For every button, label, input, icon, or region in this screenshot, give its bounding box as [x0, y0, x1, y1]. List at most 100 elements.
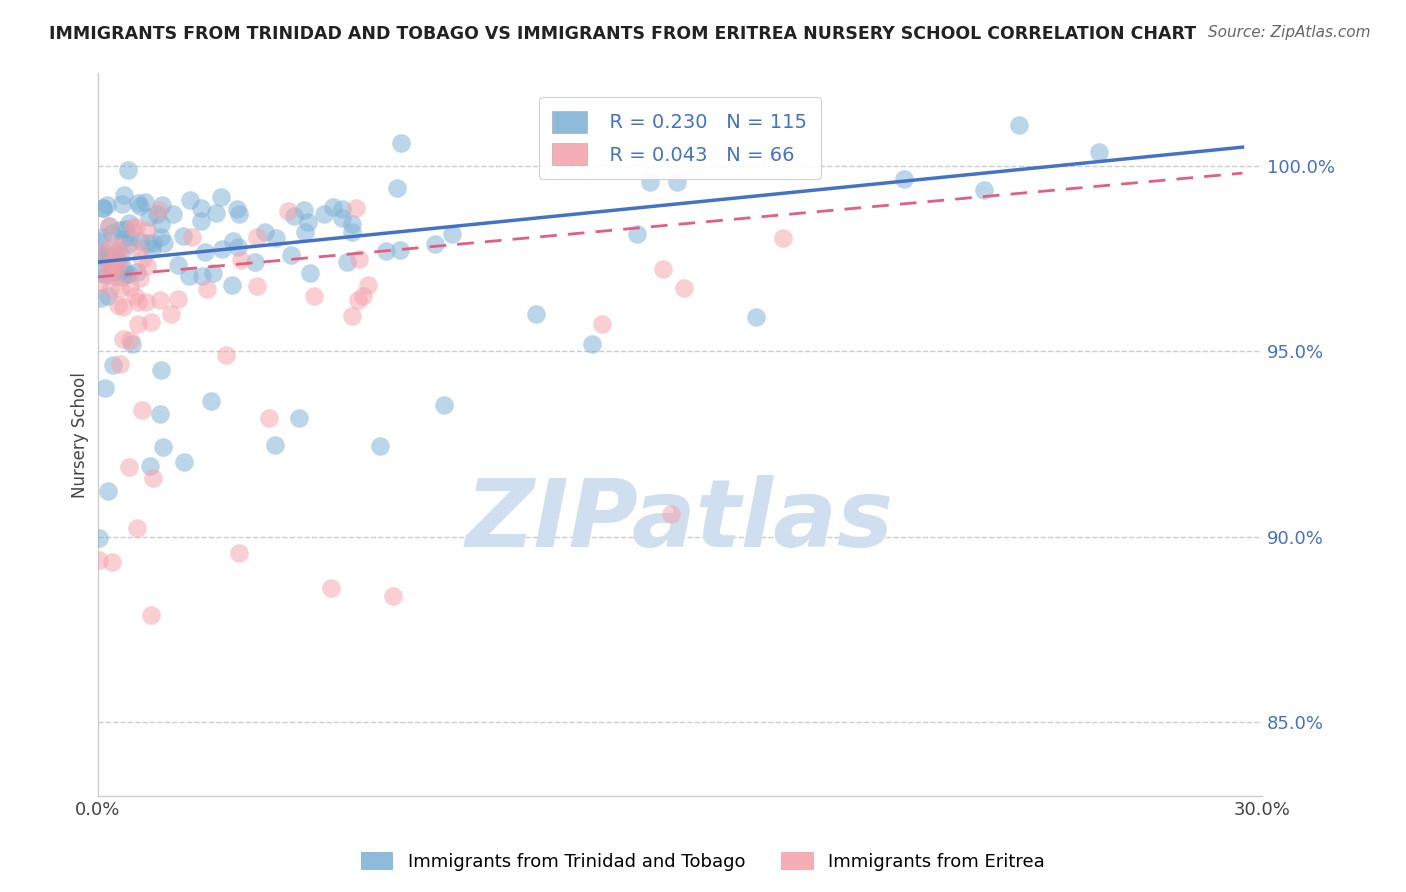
- Point: [280, 248, 302, 262]
- Point: [893, 171, 915, 186]
- Point: [98, 264, 121, 278]
- Text: Source: ZipAtlas.com: Source: ZipAtlas.com: [1208, 25, 1371, 40]
- Point: [127, 196, 149, 211]
- Point: [105, 245, 128, 260]
- Point: [228, 546, 250, 560]
- Point: [101, 265, 124, 279]
- Point: [110, 253, 132, 268]
- Point: [340, 310, 363, 324]
- Point: [382, 589, 405, 603]
- Point: [129, 234, 152, 248]
- Point: [148, 202, 170, 217]
- Point: [97, 289, 120, 303]
- Point: [277, 204, 299, 219]
- Point: [150, 217, 173, 231]
- Point: [201, 266, 224, 280]
- Point: [330, 211, 353, 226]
- Point: [145, 207, 167, 221]
- Point: [142, 471, 165, 485]
- Point: [118, 268, 141, 282]
- Point: [228, 206, 250, 220]
- Point: [665, 175, 688, 189]
- Point: [108, 281, 131, 295]
- Point: [97, 483, 120, 498]
- Point: [111, 300, 134, 314]
- Point: [108, 358, 131, 372]
- Point: [129, 199, 152, 213]
- Point: [107, 298, 129, 312]
- Point: [139, 608, 162, 623]
- Point: [204, 206, 226, 220]
- Point: [254, 225, 277, 239]
- Point: [166, 292, 188, 306]
- Point: [118, 333, 141, 347]
- Point: [138, 458, 160, 473]
- Point: [150, 362, 173, 376]
- Point: [368, 439, 391, 453]
- Point: [222, 234, 245, 248]
- Point: [112, 187, 135, 202]
- Point: [122, 219, 145, 234]
- Point: [340, 217, 363, 231]
- Point: [127, 242, 149, 256]
- Point: [298, 266, 321, 280]
- Point: [114, 221, 136, 235]
- Point: [87, 234, 110, 248]
- Point: [375, 244, 398, 258]
- Point: [322, 200, 344, 214]
- Point: [100, 238, 122, 252]
- Point: [135, 259, 157, 273]
- Point: [626, 227, 648, 241]
- Text: IMMIGRANTS FROM TRINIDAD AND TOBAGO VS IMMIGRANTS FROM ERITREA NURSERY SCHOOL CO: IMMIGRANTS FROM TRINIDAD AND TOBAGO VS I…: [49, 25, 1197, 43]
- Point: [172, 228, 194, 243]
- Point: [97, 219, 120, 233]
- Point: [91, 230, 114, 244]
- Point: [167, 258, 190, 272]
- Point: [100, 255, 122, 269]
- Point: [101, 555, 124, 569]
- Point: [110, 240, 132, 254]
- Point: [110, 248, 132, 262]
- Point: [125, 521, 148, 535]
- Point: [352, 288, 374, 302]
- Point: [89, 553, 111, 567]
- Point: [190, 201, 212, 215]
- Point: [225, 202, 247, 216]
- Point: [101, 250, 124, 264]
- Point: [288, 411, 311, 425]
- Point: [150, 197, 173, 211]
- Legend:   R = 0.230   N = 115,   R = 0.043   N = 66: R = 0.230 N = 115, R = 0.043 N = 66: [538, 97, 821, 179]
- Point: [125, 220, 148, 235]
- Point: [1088, 145, 1111, 159]
- Point: [152, 440, 174, 454]
- Point: [91, 202, 114, 216]
- Point: [89, 276, 111, 290]
- Point: [638, 175, 661, 189]
- Point: [319, 581, 342, 595]
- Point: [357, 278, 380, 293]
- Point: [111, 232, 134, 246]
- Point: [125, 265, 148, 279]
- Point: [111, 196, 134, 211]
- Point: [142, 235, 165, 250]
- Point: [112, 332, 135, 346]
- Point: [173, 454, 195, 468]
- Point: [389, 243, 412, 257]
- Point: [1008, 118, 1031, 132]
- Point: [745, 310, 768, 325]
- Point: [103, 247, 125, 261]
- Point: [149, 407, 172, 421]
- Point: [243, 255, 266, 269]
- Point: [652, 261, 675, 276]
- Point: [231, 253, 253, 268]
- Point: [91, 201, 114, 215]
- Point: [141, 242, 163, 256]
- Point: [90, 291, 112, 305]
- Point: [195, 282, 218, 296]
- Point: [246, 279, 269, 293]
- Point: [191, 268, 214, 283]
- Point: [294, 202, 316, 217]
- Point: [347, 252, 370, 266]
- Point: [440, 227, 463, 241]
- Point: [190, 214, 212, 228]
